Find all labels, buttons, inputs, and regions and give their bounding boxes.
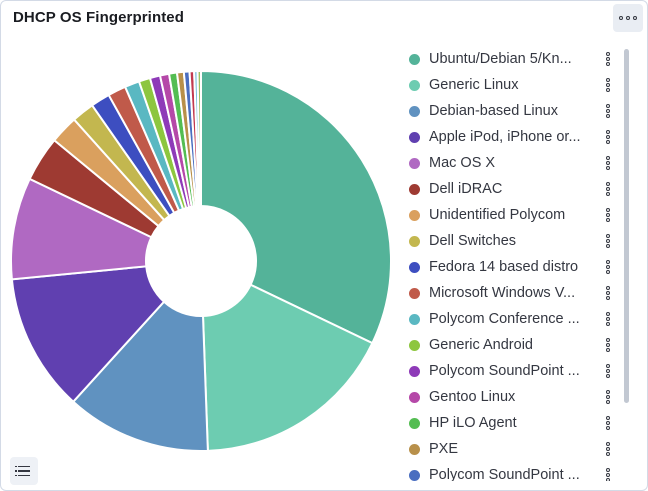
vertical-ellipsis-icon[interactable] (605, 104, 611, 118)
legend-label: Unidentified Polycom (429, 207, 566, 223)
vertical-ellipsis-icon[interactable] (605, 182, 611, 196)
legend-item[interactable]: Polycom SoundPoint ... (401, 358, 617, 384)
legend-color-swatch (409, 443, 420, 455)
legend-label: Fedora 14 based distro (429, 259, 579, 275)
legend-item[interactable]: Polycom Conference ... (401, 306, 617, 332)
legend-label: Microsoft Windows V... (429, 285, 576, 301)
donut-chart (10, 69, 392, 452)
panel-options-button[interactable] (613, 4, 643, 32)
list-icon (15, 465, 30, 468)
legend-color-swatch (409, 261, 420, 273)
legend-color-swatch (409, 53, 420, 65)
legend-label: Debian-based Linux (429, 103, 558, 119)
legend-label: HP iLO Agent (429, 415, 517, 431)
legend-color-swatch (409, 235, 420, 247)
legend-label: Polycom Conference ... (429, 311, 580, 327)
legend-color-swatch (409, 157, 420, 169)
legend-item[interactable]: Fedora 14 based distro (401, 254, 617, 280)
legend-label: Apple iPod, iPhone or... (429, 129, 581, 145)
vertical-ellipsis-icon[interactable] (605, 442, 611, 456)
vertical-ellipsis-icon[interactable] (605, 52, 611, 66)
pie-slice[interactable] (196, 69, 202, 208)
legend-color-swatch (409, 105, 420, 117)
chart-legend: Ubuntu/Debian 5/Kn... Generic Linux Debian… (401, 46, 617, 481)
legend-color-swatch (409, 79, 420, 91)
legend-label: Gentoo Linux (429, 389, 516, 405)
pie-slice[interactable] (71, 300, 209, 452)
legend-item[interactable]: HP iLO Agent (401, 410, 617, 436)
vertical-ellipsis-icon[interactable] (605, 468, 611, 481)
vertical-ellipsis-icon[interactable] (605, 208, 611, 222)
legend-label: Ubuntu/Debian 5/Kn... (429, 51, 572, 67)
vertical-ellipsis-icon[interactable] (605, 312, 611, 326)
panel-title: DHCP OS Fingerprinted (13, 9, 185, 26)
vertical-ellipsis-icon[interactable] (605, 78, 611, 92)
legend-item[interactable]: Unidentified Polycom (401, 202, 617, 228)
legend-label: Dell iDRAC (429, 181, 503, 197)
legend-color-swatch (409, 391, 420, 403)
legend-color-swatch (409, 365, 420, 377)
legend-item[interactable]: Generic Linux (401, 72, 617, 98)
vertical-ellipsis-icon[interactable] (605, 156, 611, 170)
legend-item[interactable]: Ubuntu/Debian 5/Kn... (401, 46, 617, 72)
legend-item[interactable]: Polycom SoundPoint ... (401, 462, 617, 481)
legend-color-swatch (409, 183, 420, 195)
ellipsis-icon (619, 16, 623, 20)
vertical-ellipsis-icon[interactable] (605, 234, 611, 248)
legend-label: Mac OS X (429, 155, 496, 171)
ellipsis-icon (633, 16, 637, 20)
legend-color-swatch (409, 417, 420, 429)
legend-toggle-button[interactable] (10, 457, 38, 485)
legend-label: Polycom SoundPoint ... (429, 467, 580, 481)
vertical-ellipsis-icon[interactable] (605, 260, 611, 274)
vertical-ellipsis-icon[interactable] (605, 364, 611, 378)
legend-item[interactable]: Microsoft Windows V... (401, 280, 617, 306)
legend-color-swatch (409, 313, 420, 325)
legend-label: Dell Switches (429, 233, 517, 249)
pie-slice[interactable] (200, 69, 392, 345)
legend-label: Generic Android (429, 337, 533, 353)
legend-item[interactable]: Dell Switches (401, 228, 617, 254)
vertical-ellipsis-icon[interactable] (605, 286, 611, 300)
legend-label: Polycom SoundPoint ... (429, 363, 580, 379)
legend-item[interactable]: Dell iDRAC (401, 176, 617, 202)
legend-item[interactable]: Generic Android (401, 332, 617, 358)
legend-item[interactable]: Apple iPod, iPhone or... (401, 124, 617, 150)
vertical-ellipsis-icon[interactable] (605, 130, 611, 144)
legend-item[interactable]: Debian-based Linux (401, 98, 617, 124)
legend-item[interactable]: Mac OS X (401, 150, 617, 176)
legend-color-swatch (409, 287, 420, 299)
legend-color-swatch (409, 209, 420, 221)
legend-color-swatch (409, 469, 420, 481)
legend-scrollbar[interactable] (624, 49, 629, 403)
legend-item[interactable]: Gentoo Linux (401, 384, 617, 410)
ellipsis-icon (626, 16, 630, 20)
vertical-ellipsis-icon[interactable] (605, 416, 611, 430)
pie-slice[interactable] (10, 265, 166, 404)
list-icon (15, 474, 30, 477)
legend-label: PXE (429, 441, 459, 457)
vertical-ellipsis-icon[interactable] (605, 338, 611, 352)
list-icon (15, 470, 30, 472)
legend-label: Generic Linux (429, 77, 519, 93)
legend-item[interactable]: PXE (401, 436, 617, 462)
vertical-ellipsis-icon[interactable] (605, 390, 611, 404)
legend-color-swatch (409, 131, 420, 143)
legend-color-swatch (409, 339, 420, 351)
pie-slice[interactable] (201, 283, 374, 452)
